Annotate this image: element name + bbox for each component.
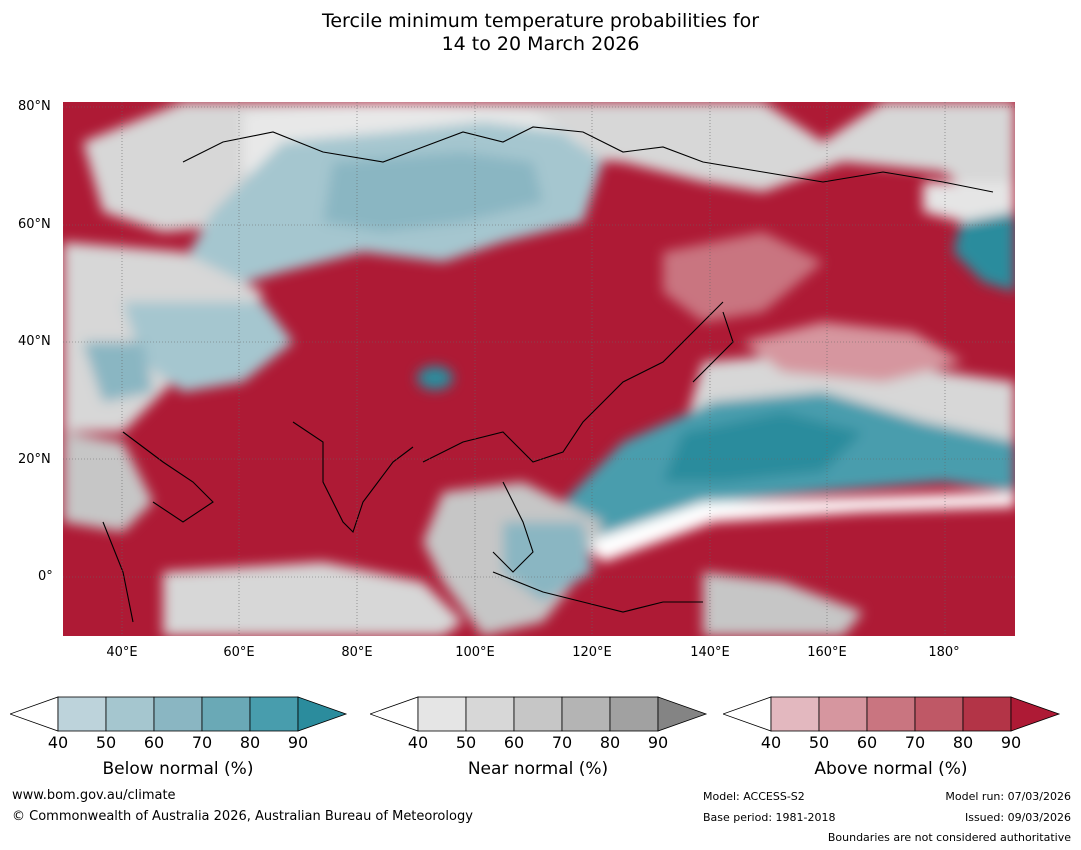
near-normal-east-equator (703, 572, 863, 636)
colorbar-near-bin-2 (513, 696, 563, 732)
near-tick-70: 70 (551, 733, 573, 752)
above-tick-80: 80 (952, 733, 974, 752)
colorbar-near-max-arrow (657, 696, 708, 732)
colorbar-below-bin-1 (105, 696, 155, 732)
lon-label-100e: 100°E (455, 645, 495, 660)
below-tick-90: 90 (287, 733, 309, 752)
lat-label-60n: 60°N (18, 217, 51, 232)
above-tick-40: 40 (760, 733, 782, 752)
coastline-southeast-asia (492, 481, 534, 573)
lon-label-80e: 80°E (341, 645, 373, 660)
colorbar-below-bin-0 (57, 696, 107, 732)
lon-label-140e: 140°E (690, 645, 730, 660)
coastline-east-africa (102, 521, 134, 623)
colorbar-below-max-arrow (297, 696, 348, 732)
colorbar-below-min-arrow (8, 696, 59, 732)
coastlines (102, 126, 994, 623)
above-normal-title: Above normal (%) (814, 759, 968, 779)
below-tick-40: 40 (47, 733, 69, 752)
colorbar-above-bin-3 (914, 696, 964, 732)
colorbar-near-bin-3 (561, 696, 611, 732)
colorbar-near (368, 696, 710, 736)
lat-label-80n: 80°N (18, 99, 51, 114)
probability-map[interactable] (63, 102, 1015, 636)
near-normal-title: Near normal (%) (467, 759, 609, 779)
below-tick-80: 80 (239, 733, 261, 752)
below-tick-70: 70 (191, 733, 213, 752)
above-tick-50: 50 (808, 733, 830, 752)
colorbar-above-bin-2 (866, 696, 916, 732)
copyright-text: © Commonwealth of Australia 2026, Austra… (12, 809, 473, 824)
chart-title: Tercile minimum temperature probabilitie… (0, 10, 1081, 56)
coastline-china (422, 301, 724, 463)
issued-text: Issued: 09/03/2026 (964, 811, 1071, 824)
below-normal-pacific-core (663, 412, 863, 482)
above-tick-70: 70 (904, 733, 926, 752)
colorbar-below (8, 696, 350, 736)
near-tick-60: 60 (503, 733, 525, 752)
above-tick-60: 60 (856, 733, 878, 752)
near-tick-50: 50 (455, 733, 477, 752)
colorbar-near-bin-0 (417, 696, 467, 732)
lon-label-160e: 160°E (807, 645, 847, 660)
lon-label-40e: 40°E (106, 645, 138, 660)
near-tick-40: 40 (407, 733, 429, 752)
above-normal-light-1 (663, 232, 823, 322)
lon-label-180: 180° (928, 645, 960, 660)
above-normal-light-2 (743, 322, 963, 382)
coastline-arctic (182, 126, 994, 193)
near-tick-80: 80 (599, 733, 621, 752)
colorbar-near-min-arrow (368, 696, 419, 732)
coastline-india (292, 421, 414, 534)
colorbar-below-bin-2 (153, 696, 203, 732)
colorbar-above-bin-4 (962, 696, 1012, 732)
above-tick-90: 90 (1000, 733, 1022, 752)
below-tick-50: 50 (95, 733, 117, 752)
near-normal-boundary (583, 492, 1015, 562)
probability-fields (63, 102, 1015, 636)
below-tick-60: 60 (143, 733, 165, 752)
below-normal-bering (953, 202, 1015, 292)
disclaimer-text: Boundaries are not considered authoritat… (827, 831, 1071, 844)
colorbar-below-bin-4 (249, 696, 299, 732)
colorbar-near-bin-1 (465, 696, 515, 732)
model-text: Model: ACCESS-S2 (703, 790, 805, 803)
below-normal-siberia-core (323, 152, 543, 232)
coastline-arabia (122, 431, 214, 523)
coastline-indonesia (492, 571, 703, 613)
below-normal-sea (503, 522, 593, 602)
website-link[interactable]: www.bom.gov.au/climate (12, 788, 176, 803)
below-normal-tibet (417, 366, 453, 390)
lon-label-60e: 60°E (223, 645, 255, 660)
colorbar-above-max-arrow (1010, 696, 1061, 732)
colorbar-above-bin-1 (818, 696, 868, 732)
model-run-text: Model run: 07/03/2026 (945, 790, 1071, 803)
below-normal-west (123, 302, 293, 392)
near-normal-africa (63, 432, 153, 532)
base-period-text: Base period: 1981-2018 (703, 811, 836, 824)
lon-label-120e: 120°E (572, 645, 612, 660)
title-line-2: 14 to 20 March 2026 (441, 33, 640, 55)
lat-label-40n: 40°N (18, 334, 51, 349)
colorbar-above (721, 696, 1063, 736)
below-normal-caspian (83, 342, 153, 402)
near-normal-equator (163, 562, 463, 636)
title-line-1: Tercile minimum temperature probabilitie… (321, 10, 760, 32)
gridlines (63, 102, 1015, 636)
lat-label-0: 0° (38, 569, 53, 584)
near-tick-90: 90 (647, 733, 669, 752)
colorbar-above-min-arrow (721, 696, 772, 732)
lat-label-20n: 20°N (18, 452, 51, 467)
colorbar-below-bin-3 (201, 696, 251, 732)
colorbar-near-bin-4 (609, 696, 659, 732)
coastline-japan (692, 311, 734, 383)
below-normal-title: Below normal (%) (102, 759, 254, 779)
colorbar-above-bin-0 (770, 696, 820, 732)
